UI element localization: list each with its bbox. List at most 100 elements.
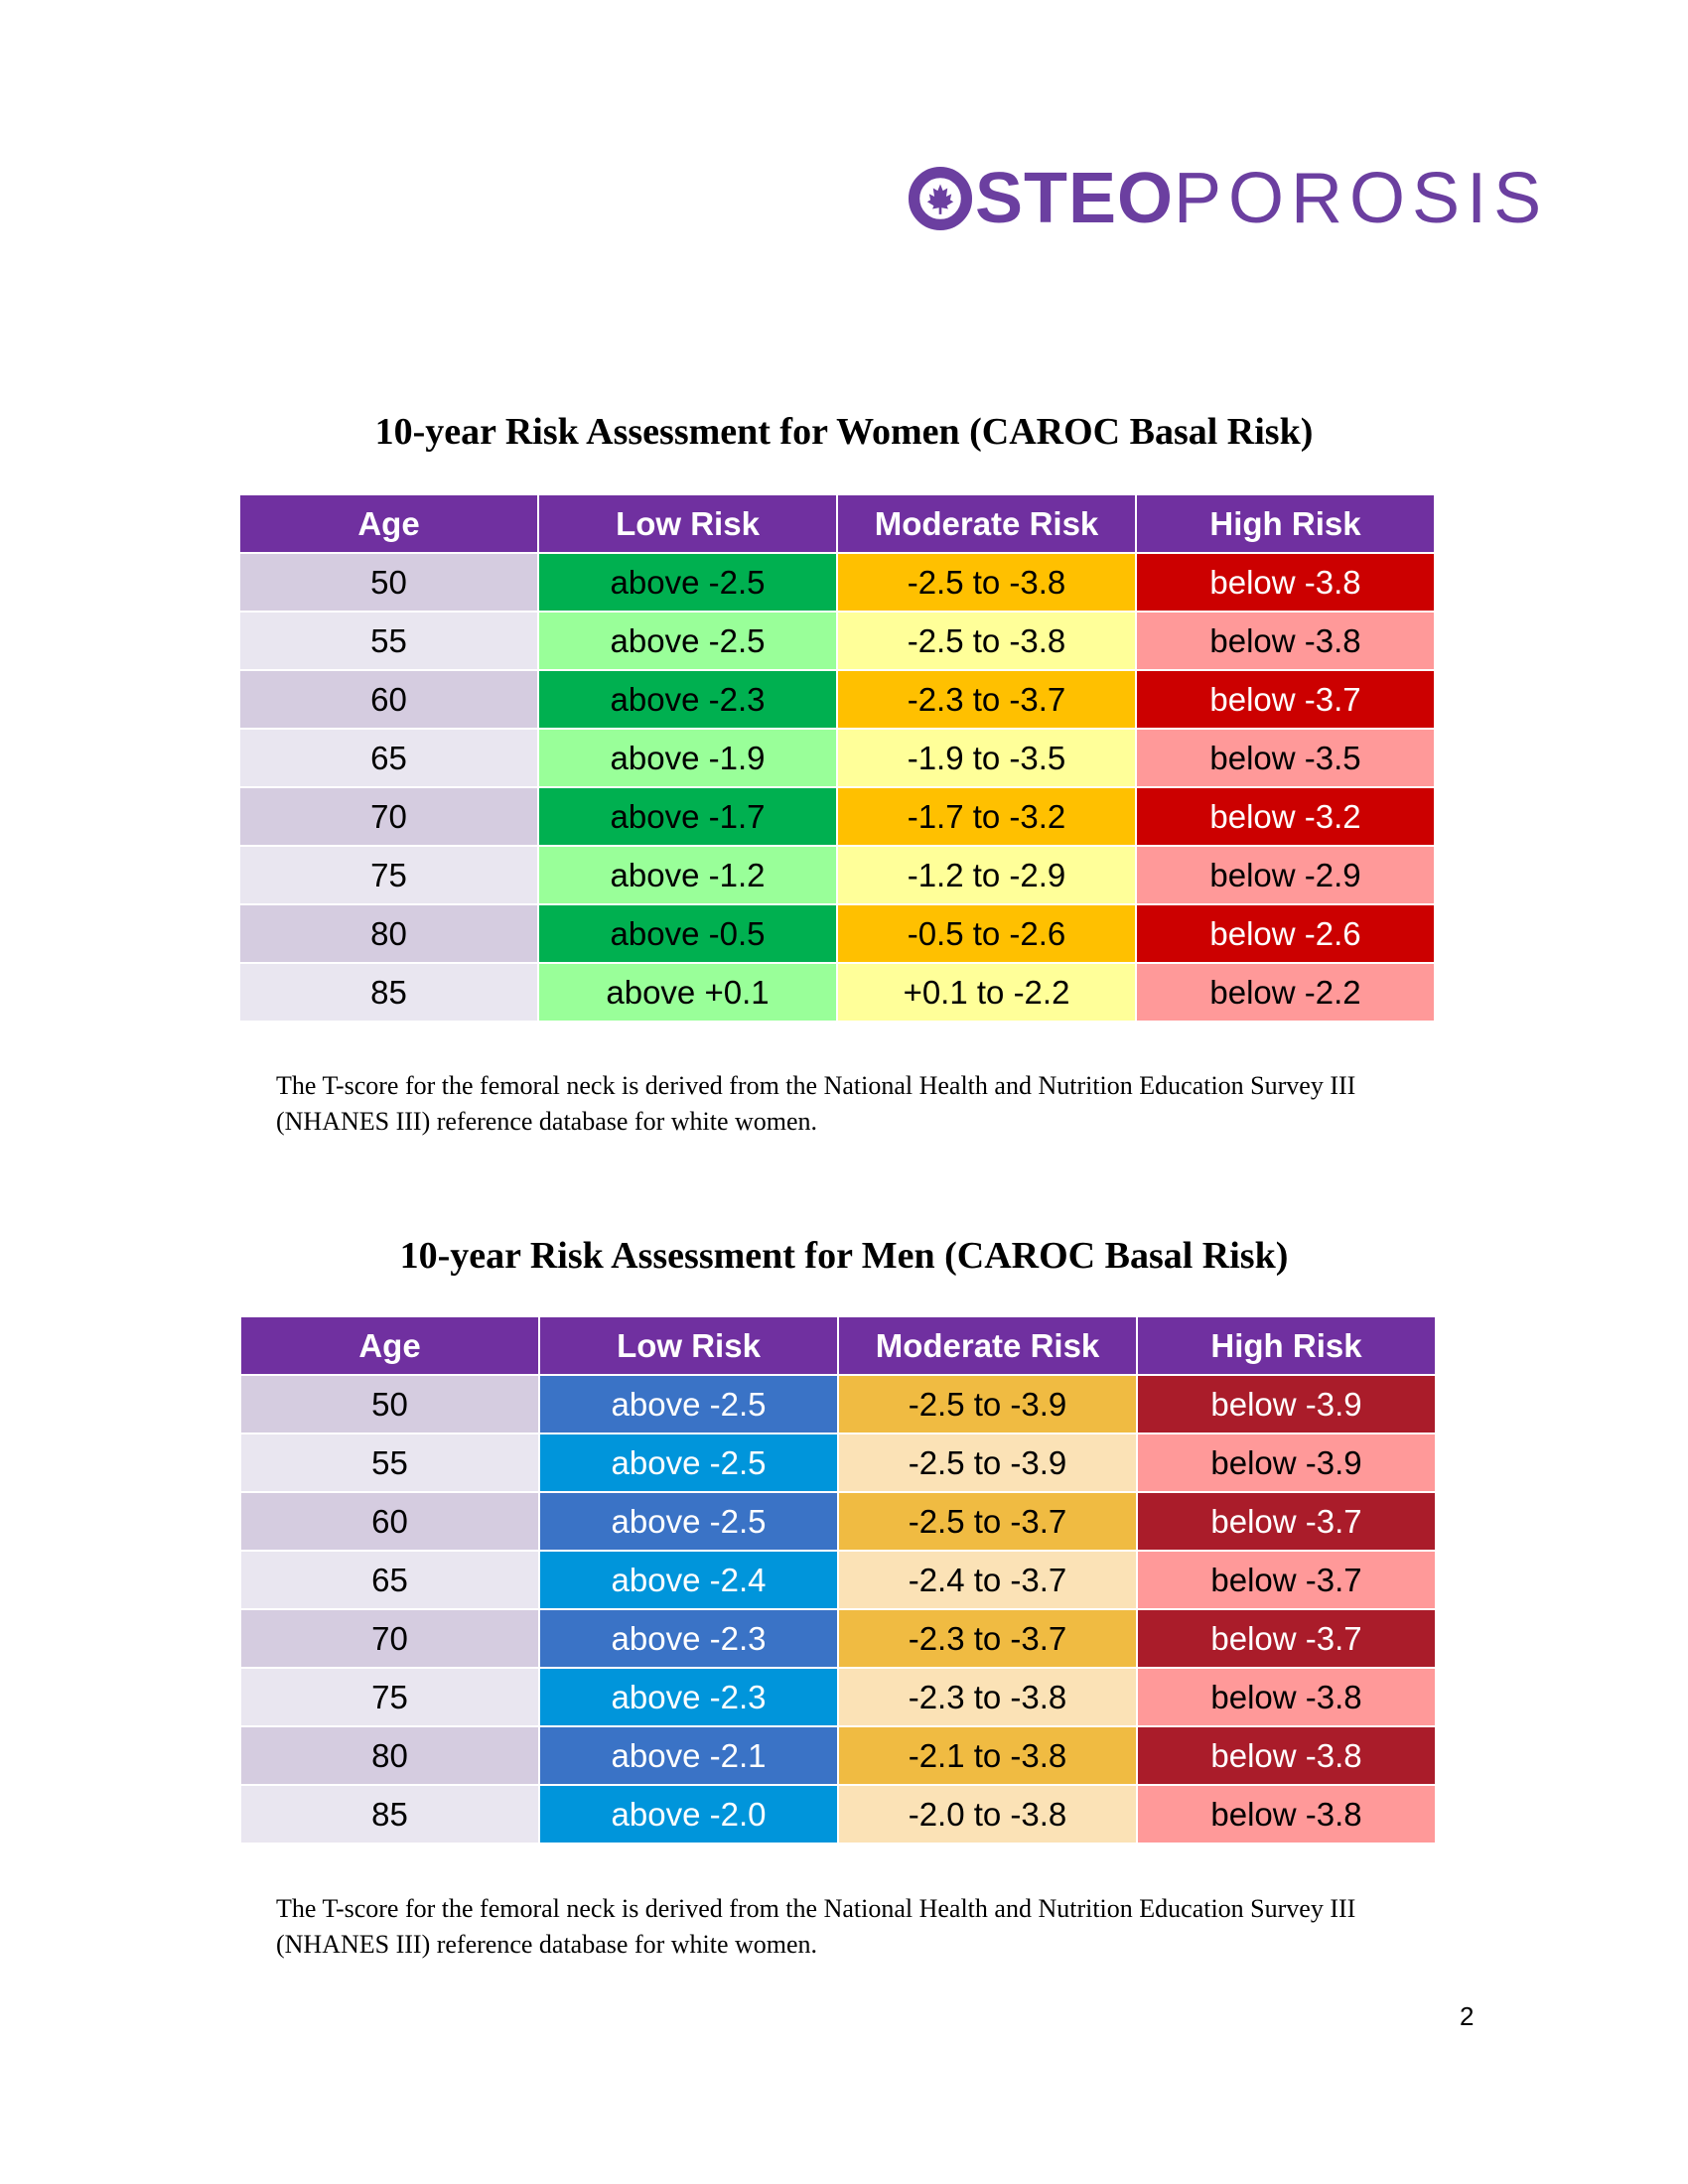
women-cell-low-risk: above -1.7 — [539, 788, 836, 845]
women-table-row: 55 above -2.5 -2.5 to -3.8 below -3.8 — [240, 613, 1434, 669]
women-cell-age: 70 — [240, 788, 537, 845]
men-cell-high-risk: below -3.8 — [1138, 1786, 1435, 1843]
women-cell-high-risk: below -2.9 — [1137, 847, 1434, 903]
women-table-row: 65 above -1.9 -1.9 to -3.5 below -3.5 — [240, 730, 1434, 786]
men-header-high-risk: High Risk — [1138, 1317, 1435, 1374]
men-risk-table: Age Low Risk Moderate Risk High Risk 50 a… — [239, 1315, 1437, 1844]
men-header-row: Age Low Risk Moderate Risk High Risk — [241, 1317, 1435, 1374]
men-cell-age: 80 — [241, 1727, 538, 1784]
women-table-note: The T-score for the femoral neck is deri… — [276, 1071, 1356, 1136]
men-table-note: The T-score for the femoral neck is deri… — [276, 1894, 1356, 1959]
women-header-low-risk: Low Risk — [539, 495, 836, 552]
women-cell-high-risk: below -3.5 — [1137, 730, 1434, 786]
women-cell-low-risk: above +0.1 — [539, 964, 836, 1021]
women-cell-high-risk: below -2.2 — [1137, 964, 1434, 1021]
men-cell-low-risk: above -2.3 — [540, 1669, 837, 1725]
men-cell-age: 70 — [241, 1610, 538, 1667]
men-header-low-risk: Low Risk — [540, 1317, 837, 1374]
women-cell-moderate-risk: -2.5 to -3.8 — [838, 554, 1135, 611]
men-table-row: 70 above -2.3 -2.3 to -3.7 below -3.7 — [241, 1610, 1435, 1667]
women-cell-high-risk: below -3.2 — [1137, 788, 1434, 845]
page-number: 2 — [1460, 2001, 1475, 2031]
men-cell-moderate-risk: -2.4 to -3.7 — [839, 1552, 1136, 1608]
logo-text-light: POROSIS — [1174, 159, 1549, 238]
women-cell-low-risk: above -2.5 — [539, 613, 836, 669]
men-table-row: 85 above -2.0 -2.0 to -3.8 below -3.8 — [241, 1786, 1435, 1843]
women-cell-age: 55 — [240, 613, 537, 669]
men-cell-high-risk: below -3.8 — [1138, 1727, 1435, 1784]
women-cell-age: 50 — [240, 554, 537, 611]
men-cell-low-risk: above -2.5 — [540, 1493, 837, 1550]
men-cell-age: 55 — [241, 1434, 538, 1491]
men-cell-moderate-risk: -2.5 to -3.9 — [839, 1376, 1136, 1433]
women-cell-low-risk: above -2.3 — [539, 671, 836, 728]
men-cell-age: 75 — [241, 1669, 538, 1725]
women-cell-age: 65 — [240, 730, 537, 786]
women-cell-moderate-risk: +0.1 to -2.2 — [838, 964, 1135, 1021]
women-cell-age: 60 — [240, 671, 537, 728]
men-cell-high-risk: below -3.9 — [1138, 1376, 1435, 1433]
men-table-row: 60 above -2.5 -2.5 to -3.7 below -3.7 — [241, 1493, 1435, 1550]
men-cell-low-risk: above -2.5 — [540, 1376, 837, 1433]
men-table-body: 50 above -2.5 -2.5 to -3.9 below -3.9 55 abov… — [241, 1376, 1435, 1843]
men-cell-moderate-risk: -2.1 to -3.8 — [839, 1727, 1136, 1784]
men-cell-low-risk: above -2.4 — [540, 1552, 837, 1608]
women-table-row: 50 above -2.5 -2.5 to -3.8 below -3.8 — [240, 554, 1434, 611]
women-cell-high-risk: below -2.6 — [1137, 905, 1434, 962]
men-cell-low-risk: above -2.5 — [540, 1434, 837, 1491]
men-cell-low-risk: above -2.1 — [540, 1727, 837, 1784]
women-cell-moderate-risk: -1.7 to -3.2 — [838, 788, 1135, 845]
men-cell-moderate-risk: -2.5 to -3.9 — [839, 1434, 1136, 1491]
women-table-title: 10-year Risk Assessment for Women (CAROC… — [374, 411, 1314, 453]
men-table-row: 65 above -2.4 -2.4 to -3.7 below -3.7 — [241, 1552, 1435, 1608]
women-header-moderate-risk: Moderate Risk — [838, 495, 1135, 552]
women-risk-table: Age Low Risk Moderate Risk High Risk 50 a… — [238, 493, 1436, 1023]
men-table-row: 55 above -2.5 -2.5 to -3.9 below -3.9 — [241, 1434, 1435, 1491]
men-table-row: 80 above -2.1 -2.1 to -3.8 below -3.8 — [241, 1727, 1435, 1784]
women-table-row: 60 above -2.3 -2.3 to -3.7 below -3.7 — [240, 671, 1434, 728]
women-header-row: Age Low Risk Moderate Risk High Risk — [240, 495, 1434, 552]
men-cell-high-risk: below -3.8 — [1138, 1669, 1435, 1725]
logo-text-bold: STEO — [975, 159, 1175, 238]
men-table-title: 10-year Risk Assessment for Men (CAROC B… — [399, 1235, 1289, 1277]
men-cell-high-risk: below -3.7 — [1138, 1552, 1435, 1608]
women-cell-moderate-risk: -2.5 to -3.8 — [838, 613, 1135, 669]
women-cell-low-risk: above -0.5 — [539, 905, 836, 962]
men-cell-age: 85 — [241, 1786, 538, 1843]
women-cell-low-risk: above -1.9 — [539, 730, 836, 786]
women-table-row: 75 above -1.2 -1.2 to -2.9 below -2.9 — [240, 847, 1434, 903]
men-cell-high-risk: below -3.7 — [1138, 1493, 1435, 1550]
men-cell-age: 60 — [241, 1493, 538, 1550]
men-header-moderate-risk: Moderate Risk — [839, 1317, 1136, 1374]
men-cell-moderate-risk: -2.3 to -3.8 — [839, 1669, 1136, 1725]
men-cell-high-risk: below -3.7 — [1138, 1610, 1435, 1667]
women-header-high-risk: High Risk — [1137, 495, 1434, 552]
women-cell-moderate-risk: -0.5 to -2.6 — [838, 905, 1135, 962]
women-header-age: Age — [240, 495, 537, 552]
men-table-row: 75 above -2.3 -2.3 to -3.8 below -3.8 — [241, 1669, 1435, 1725]
men-cell-age: 65 — [241, 1552, 538, 1608]
women-cell-high-risk: below -3.7 — [1137, 671, 1434, 728]
women-cell-low-risk: above -1.2 — [539, 847, 836, 903]
women-table-row: 80 above -0.5 -0.5 to -2.6 below -2.6 — [240, 905, 1434, 962]
men-cell-age: 50 — [241, 1376, 538, 1433]
osteoporosis-logo: STEO POROSIS — [908, 159, 1548, 238]
women-cell-moderate-risk: -1.9 to -3.5 — [838, 730, 1135, 786]
women-table-row: 70 above -1.7 -1.7 to -3.2 below -3.2 — [240, 788, 1434, 845]
men-cell-moderate-risk: -2.5 to -3.7 — [839, 1493, 1136, 1550]
women-cell-low-risk: above -2.5 — [539, 554, 836, 611]
men-cell-low-risk: above -2.3 — [540, 1610, 837, 1667]
women-cell-age: 85 — [240, 964, 537, 1021]
maple-leaf-o-logo-icon — [908, 166, 973, 231]
women-cell-moderate-risk: -2.3 to -3.7 — [838, 671, 1135, 728]
women-cell-age: 75 — [240, 847, 537, 903]
women-table-body: 50 above -2.5 -2.5 to -3.8 below -3.8 55 abov… — [240, 554, 1434, 1021]
women-table-row: 85 above +0.1 +0.1 to -2.2 below -2.2 — [240, 964, 1434, 1021]
women-cell-high-risk: below -3.8 — [1137, 613, 1434, 669]
women-cell-high-risk: below -3.8 — [1137, 554, 1434, 611]
women-cell-moderate-risk: -1.2 to -2.9 — [838, 847, 1135, 903]
men-cell-moderate-risk: -2.3 to -3.7 — [839, 1610, 1136, 1667]
women-cell-age: 80 — [240, 905, 537, 962]
men-cell-moderate-risk: -2.0 to -3.8 — [839, 1786, 1136, 1843]
men-cell-low-risk: above -2.0 — [540, 1786, 837, 1843]
